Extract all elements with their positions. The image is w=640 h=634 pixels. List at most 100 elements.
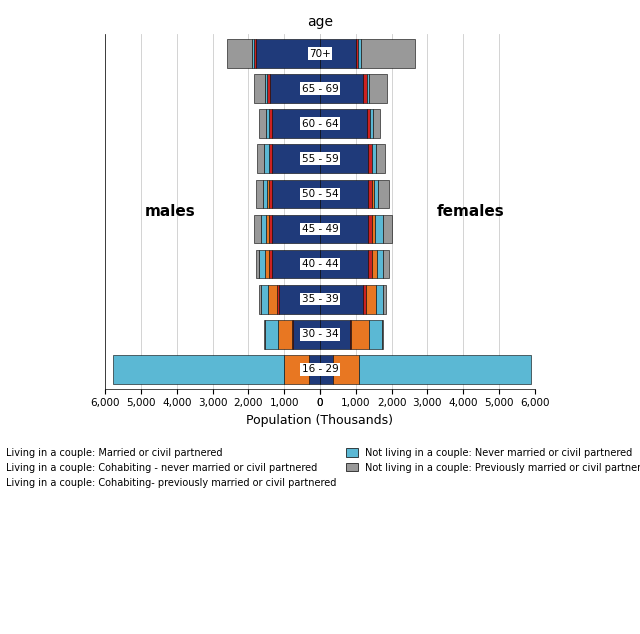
Bar <box>227 39 252 68</box>
Bar <box>374 179 378 209</box>
Bar <box>268 179 269 209</box>
Bar <box>351 320 369 349</box>
Bar <box>367 110 370 138</box>
Bar <box>320 285 363 314</box>
Bar <box>383 214 392 243</box>
Bar <box>372 214 376 243</box>
Bar <box>372 145 376 173</box>
Bar <box>365 285 376 314</box>
Bar <box>269 110 272 138</box>
Bar <box>269 250 272 278</box>
Bar <box>268 74 270 103</box>
Bar <box>372 179 374 209</box>
Bar <box>272 179 320 209</box>
Bar <box>293 320 320 349</box>
Bar <box>113 355 284 384</box>
Bar <box>320 74 363 103</box>
Text: females: females <box>436 204 504 219</box>
Bar <box>272 110 320 138</box>
Bar <box>309 355 320 384</box>
Bar <box>272 250 320 278</box>
Bar <box>368 145 372 173</box>
Bar <box>264 250 269 278</box>
Bar <box>368 214 372 243</box>
Bar <box>259 285 261 314</box>
Bar <box>320 214 368 243</box>
Bar <box>356 39 358 68</box>
Text: 65 - 69: 65 - 69 <box>301 84 339 94</box>
X-axis label: Population (Thousands): Population (Thousands) <box>246 414 394 427</box>
Bar <box>363 285 365 314</box>
Bar <box>377 250 383 278</box>
Bar <box>269 145 272 173</box>
Bar <box>284 355 309 384</box>
Bar <box>369 74 387 103</box>
Bar <box>383 285 386 314</box>
Text: 35 - 39: 35 - 39 <box>301 294 339 304</box>
Bar <box>361 39 415 68</box>
Bar <box>372 110 380 138</box>
Bar <box>367 74 369 103</box>
Bar <box>255 179 263 209</box>
Legend: Living in a couple: Married or civil partnered, Living in a couple: Cohabiting -: Living in a couple: Married or civil par… <box>0 443 640 493</box>
Bar <box>368 250 372 278</box>
Bar <box>372 250 377 278</box>
Bar <box>277 285 279 314</box>
Bar <box>264 145 269 173</box>
Bar <box>254 74 264 103</box>
Text: 30 - 34: 30 - 34 <box>301 329 339 339</box>
Bar <box>263 179 268 209</box>
Bar <box>363 74 367 103</box>
Bar <box>255 39 320 68</box>
Bar <box>269 179 272 209</box>
Bar <box>269 214 272 243</box>
Bar <box>320 110 367 138</box>
Bar <box>266 110 269 138</box>
Bar <box>272 145 320 173</box>
Bar <box>261 285 268 314</box>
Bar <box>359 355 531 384</box>
Title: age: age <box>307 15 333 29</box>
Bar <box>320 250 368 278</box>
Bar <box>254 214 261 243</box>
Bar <box>259 250 264 278</box>
Bar <box>369 320 381 349</box>
Bar <box>378 179 389 209</box>
Bar <box>261 214 266 243</box>
Bar <box>264 74 268 103</box>
Bar <box>368 179 372 209</box>
Bar <box>370 110 372 138</box>
Text: males: males <box>145 204 195 219</box>
Bar <box>320 355 333 384</box>
Text: 16 - 29: 16 - 29 <box>301 365 339 374</box>
Bar <box>381 320 383 349</box>
Bar <box>333 355 359 384</box>
Bar <box>255 250 259 278</box>
Text: 40 - 44: 40 - 44 <box>301 259 339 269</box>
Bar <box>268 285 277 314</box>
Bar <box>264 320 266 349</box>
Bar <box>278 320 292 349</box>
Bar <box>279 285 320 314</box>
Bar <box>266 320 278 349</box>
Text: 45 - 49: 45 - 49 <box>301 224 339 234</box>
Text: 50 - 54: 50 - 54 <box>301 189 339 199</box>
Bar <box>358 39 361 68</box>
Text: 55 - 59: 55 - 59 <box>301 154 339 164</box>
Bar <box>320 145 368 173</box>
Bar <box>266 214 269 243</box>
Bar <box>383 250 389 278</box>
Bar <box>320 179 368 209</box>
Text: 70+: 70+ <box>309 49 331 58</box>
Bar <box>320 320 351 349</box>
Bar <box>257 145 264 173</box>
Bar <box>320 39 356 68</box>
Bar <box>259 110 266 138</box>
Bar <box>376 145 385 173</box>
Bar <box>376 214 383 243</box>
Bar <box>254 39 255 68</box>
Bar <box>272 214 320 243</box>
Bar <box>376 285 383 314</box>
Bar <box>292 320 293 349</box>
Text: 60 - 64: 60 - 64 <box>301 119 339 129</box>
